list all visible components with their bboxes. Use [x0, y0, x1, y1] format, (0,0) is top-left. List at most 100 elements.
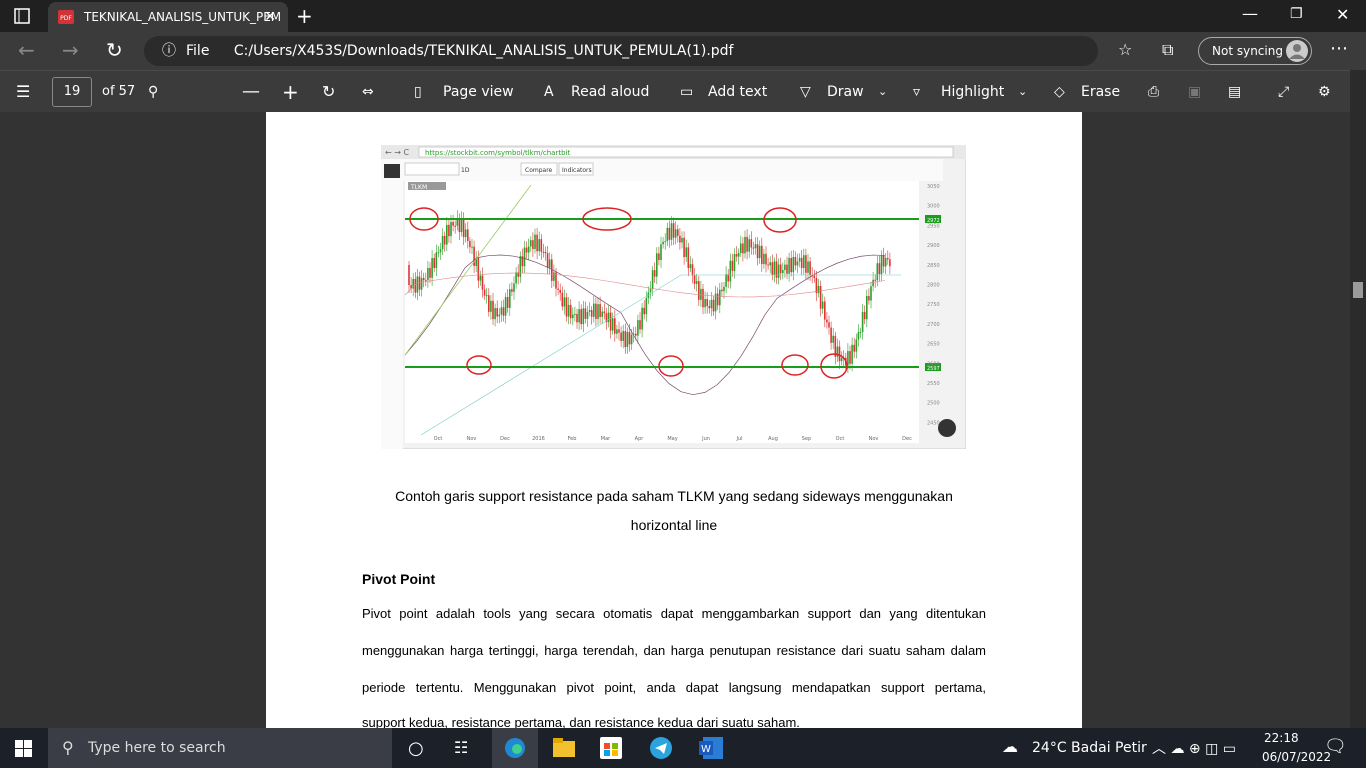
- chart-screenshot: ← → C https://stockbit.com/symbol/tlkm/c…: [381, 145, 966, 449]
- candle-body: [752, 247, 755, 249]
- candle-body: [702, 288, 704, 308]
- forward[interactable]: →: [62, 38, 79, 62]
- save-as[interactable]: ▤: [1228, 84, 1242, 100]
- contents[interactable]: ☰: [16, 82, 31, 101]
- resistance-tag: 2972: [927, 218, 940, 224]
- widgets[interactable]: ☷: [454, 738, 469, 757]
- page-input[interactable]: 19: [52, 77, 92, 107]
- candle-body: [473, 246, 475, 266]
- add-text[interactable]: Add text: [708, 84, 768, 100]
- scroll-thumb[interactable]: [1353, 282, 1363, 298]
- fit[interactable]: ⇔: [362, 84, 374, 100]
- collections[interactable]: ⧉: [1162, 40, 1174, 59]
- candle-body: [456, 218, 459, 226]
- candle-body: [481, 275, 484, 290]
- zoom-out[interactable]: —: [242, 81, 260, 102]
- candle-body: [708, 306, 711, 309]
- figure-month-label: Feb: [568, 436, 577, 442]
- candle-body: [641, 307, 643, 330]
- edge-app[interactable]: [492, 728, 538, 768]
- candle-body: [574, 313, 576, 315]
- store-app[interactable]: [600, 737, 622, 759]
- candle-body: [710, 299, 713, 309]
- candle-body: [527, 246, 530, 253]
- candle-body: [746, 236, 748, 252]
- tray-icons[interactable]: ︿ ☁ ⊕ ◫ ▭: [1152, 741, 1236, 757]
- minimize[interactable]: —: [1242, 4, 1258, 23]
- candle-body: [437, 252, 440, 254]
- figure-price-label: 2650: [927, 342, 940, 348]
- explorer-app[interactable]: [553, 738, 575, 758]
- candle-body: [840, 358, 843, 362]
- favorites[interactable]: ☆: [1118, 40, 1133, 59]
- candle-body: [632, 333, 635, 335]
- figure-month-label: Nov: [869, 436, 879, 442]
- indicator-line: [404, 254, 886, 396]
- print[interactable]: ⎙: [1148, 84, 1160, 100]
- candle-body: [446, 224, 448, 245]
- candle-body: [420, 277, 423, 290]
- search-box[interactable]: ⚲ Type here to search: [48, 728, 392, 768]
- start[interactable]: [15, 740, 32, 757]
- scrollbar[interactable]: [1350, 70, 1366, 728]
- notifications[interactable]: 🗨: [1324, 736, 1347, 757]
- candle-body: [500, 307, 503, 315]
- candle-body: [832, 335, 834, 343]
- candle-body: [628, 331, 631, 345]
- indicator-line: [404, 272, 886, 298]
- save[interactable]: ▣: [1188, 84, 1202, 100]
- figure-price-label: 2950: [927, 223, 940, 229]
- candle-body: [863, 311, 866, 320]
- task-view[interactable]: ○: [408, 738, 424, 759]
- candle-body: [546, 253, 549, 268]
- figure-month-label: Sep: [802, 436, 811, 442]
- word-app[interactable]: W: [699, 737, 723, 759]
- paragraph-line: periode tertentu. Menggunakan pivot poin…: [362, 680, 986, 695]
- url-box[interactable]: ⓘ File C:/Users/X453S/Downloads/TEKNIKAL…: [144, 36, 1098, 66]
- clock-date[interactable]: 06/07/2022: [1262, 750, 1332, 764]
- zoom-in[interactable]: +: [282, 80, 299, 104]
- settings[interactable]: ⚙: [1318, 84, 1331, 100]
- refresh[interactable]: ↻: [106, 38, 123, 62]
- candle-body: [733, 254, 736, 271]
- candle-body: [712, 299, 715, 312]
- telegram-app[interactable]: [650, 737, 672, 759]
- back[interactable]: ←: [18, 38, 35, 62]
- page-view[interactable]: Page view: [443, 84, 514, 100]
- candle-body: [502, 307, 505, 316]
- candle-body: [737, 252, 740, 257]
- candle-body: [645, 298, 648, 315]
- restore[interactable]: ❐: [1290, 6, 1303, 22]
- erase[interactable]: Erase: [1081, 84, 1121, 100]
- weather[interactable]: 24°C Badai Petir: [1032, 740, 1147, 756]
- profile[interactable]: Not syncing: [1198, 37, 1312, 65]
- close-window[interactable]: ✕: [1336, 5, 1350, 24]
- candle-body: [408, 265, 410, 285]
- candle-body: [670, 223, 673, 240]
- close-tab[interactable]: ✕: [264, 9, 276, 25]
- figure-price-label: 3000: [927, 204, 940, 210]
- tab-actions[interactable]: [14, 8, 30, 24]
- candle-body: [506, 297, 509, 308]
- menu[interactable]: ⋯: [1330, 38, 1348, 59]
- candle-body: [775, 261, 778, 278]
- rotate[interactable]: ↻: [322, 82, 336, 101]
- highlight-menu[interactable]: ⌄: [1018, 85, 1028, 98]
- tab[interactable]: PDF TEKNIKAL_ANALISIS_UNTUK_PEM ✕: [48, 2, 288, 32]
- figure-month-label: 2016: [532, 436, 545, 442]
- new-tab[interactable]: +: [296, 4, 313, 28]
- paragraph-line: menggunakan harga tertinggi, harga teren…: [362, 643, 986, 658]
- candle-body: [523, 247, 526, 267]
- fullscreen[interactable]: ⤢: [1278, 84, 1290, 100]
- clock-time[interactable]: 22:18: [1264, 731, 1299, 745]
- highlight[interactable]: Highlight: [941, 84, 1005, 100]
- draw[interactable]: Draw: [827, 84, 864, 100]
- candle-body: [643, 307, 645, 315]
- candle-body: [536, 234, 538, 252]
- search[interactable]: ⚲: [148, 84, 159, 100]
- read-aloud[interactable]: Read aloud: [571, 84, 650, 100]
- draw-menu[interactable]: ⌄: [878, 85, 888, 98]
- candle-body: [479, 275, 482, 281]
- figure-month-label: Dec: [500, 436, 510, 442]
- candle-body: [416, 276, 419, 293]
